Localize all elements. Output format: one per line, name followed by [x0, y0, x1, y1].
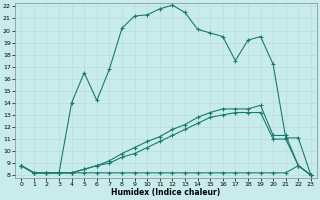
X-axis label: Humidex (Indice chaleur): Humidex (Indice chaleur) — [111, 188, 221, 197]
